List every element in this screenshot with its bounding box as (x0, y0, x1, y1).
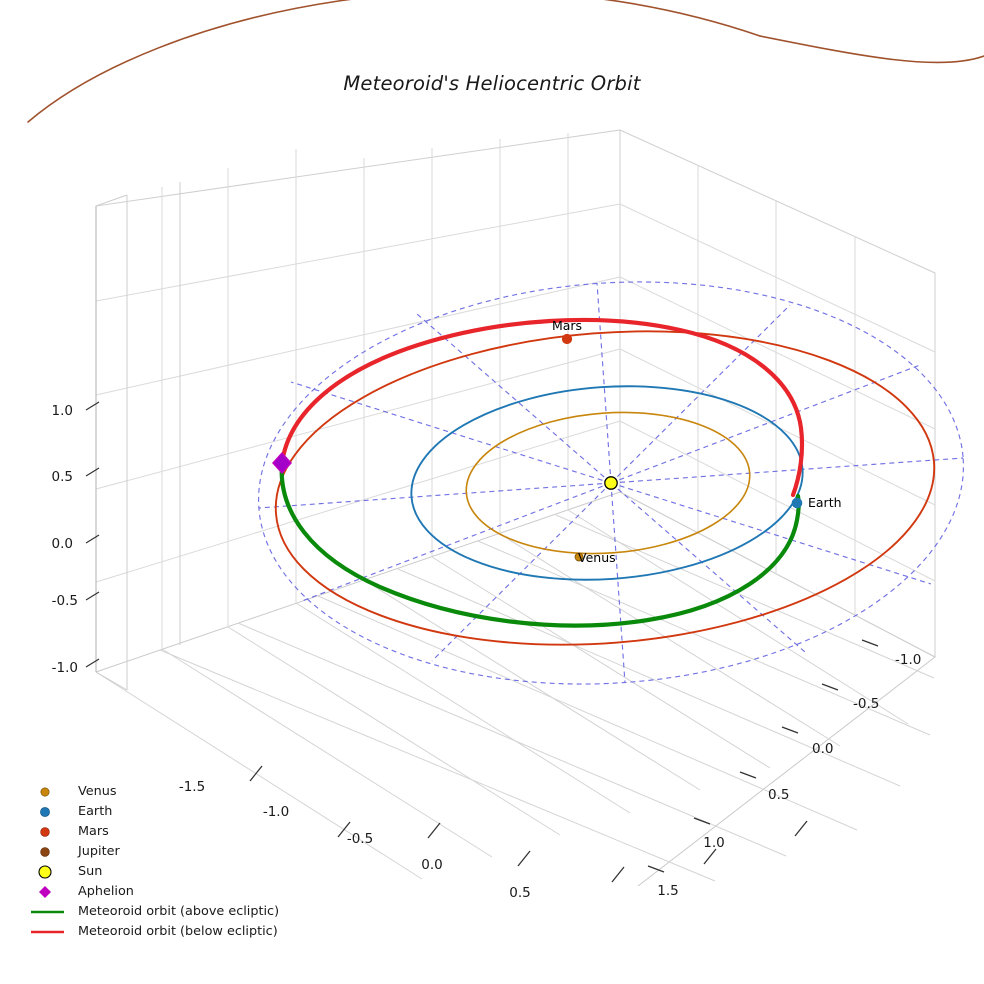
red-line-icon (31, 930, 64, 934)
legend-item-meteoroid-below[interactable]: Meteoroid orbit (below ecliptic) (30, 922, 330, 942)
legend-item-meteoroid-above[interactable]: Meteoroid orbit (above ecliptic) (30, 902, 330, 922)
z-tick-label: 1.0 (52, 403, 73, 419)
x-tick-label: 1.0 (703, 835, 724, 851)
legend-item-venus[interactable]: Venus (30, 782, 330, 802)
legend: Venus Earth Mars Jupiter Sun Aphelion (30, 782, 330, 950)
mars-marker-icon (40, 827, 50, 837)
x-axis-ticks (249, 765, 808, 883)
earth-marker-icon (40, 807, 50, 817)
legend-label: Earth (78, 804, 113, 819)
sun-marker-icon (604, 476, 618, 490)
x-tick-label: 1.5 (657, 883, 678, 899)
legend-label: Meteoroid orbit (below ecliptic) (78, 924, 278, 939)
legend-item-aphelion[interactable]: Aphelion (30, 882, 330, 902)
earth-orbit (410, 385, 804, 581)
z-tick-label: 0.5 (52, 469, 73, 485)
venus-orbit (465, 411, 751, 555)
legend-label: Aphelion (78, 884, 134, 899)
meteoroid-orbit-above-ecliptic (279, 460, 801, 628)
legend-label: Meteoroid orbit (above ecliptic) (78, 904, 280, 919)
earth-annotation: Earth (808, 495, 842, 510)
venus-annotation: Venus (578, 550, 616, 565)
green-line-icon (31, 910, 64, 914)
jupiter-marker-icon (40, 847, 50, 857)
venus-marker-icon (574, 552, 584, 562)
y-axis-ticks (647, 639, 879, 873)
z-tick-label: -1.0 (52, 660, 78, 676)
mars-annotation: Mars (552, 318, 582, 333)
z-axis (85, 206, 100, 672)
jupiter-orbit-right (759, 35, 984, 64)
x-tick-label: -1.0 (263, 804, 289, 820)
jupiter-orbit (27, 0, 761, 123)
polar-grid-spokes (258, 282, 964, 684)
legend-item-sun[interactable]: Sun (30, 862, 330, 882)
legend-label: Sun (78, 864, 103, 879)
z-tick-label: 0.0 (52, 536, 73, 552)
y-tick-label: -0.5 (853, 696, 879, 712)
legend-label: Venus (78, 784, 117, 799)
z-tick-label: -0.5 (52, 593, 78, 609)
x-tick-label: -0.5 (347, 831, 373, 847)
earth-marker-icon (791, 497, 803, 509)
y-tick-label: -1.0 (895, 652, 921, 668)
legend-item-jupiter[interactable]: Jupiter (30, 842, 330, 862)
page-title: Meteoroid's Heliocentric Orbit (343, 72, 641, 95)
legend-item-earth[interactable]: Earth (30, 802, 330, 822)
y-tick-label: 0.5 (768, 787, 789, 803)
legend-label: Mars (78, 824, 109, 839)
x-tick-label: 0.0 (421, 857, 442, 873)
mars-marker-icon (561, 333, 573, 345)
x-tick-label: -1.5 (179, 779, 205, 795)
meteoroid-orbit-below-ecliptic (279, 317, 805, 498)
venus-marker-icon (40, 787, 50, 797)
pane-bottom (95, 491, 936, 887)
x-tick-label: 0.5 (509, 885, 530, 901)
aphelion-marker-icon (272, 452, 292, 474)
legend-label: Jupiter (78, 844, 120, 859)
y-tick-label: 0.0 (812, 741, 833, 757)
mars-orbit (274, 330, 936, 646)
aphelion-marker-icon (39, 886, 51, 898)
legend-item-mars[interactable]: Mars (30, 822, 330, 842)
sun-marker-icon (38, 865, 52, 879)
